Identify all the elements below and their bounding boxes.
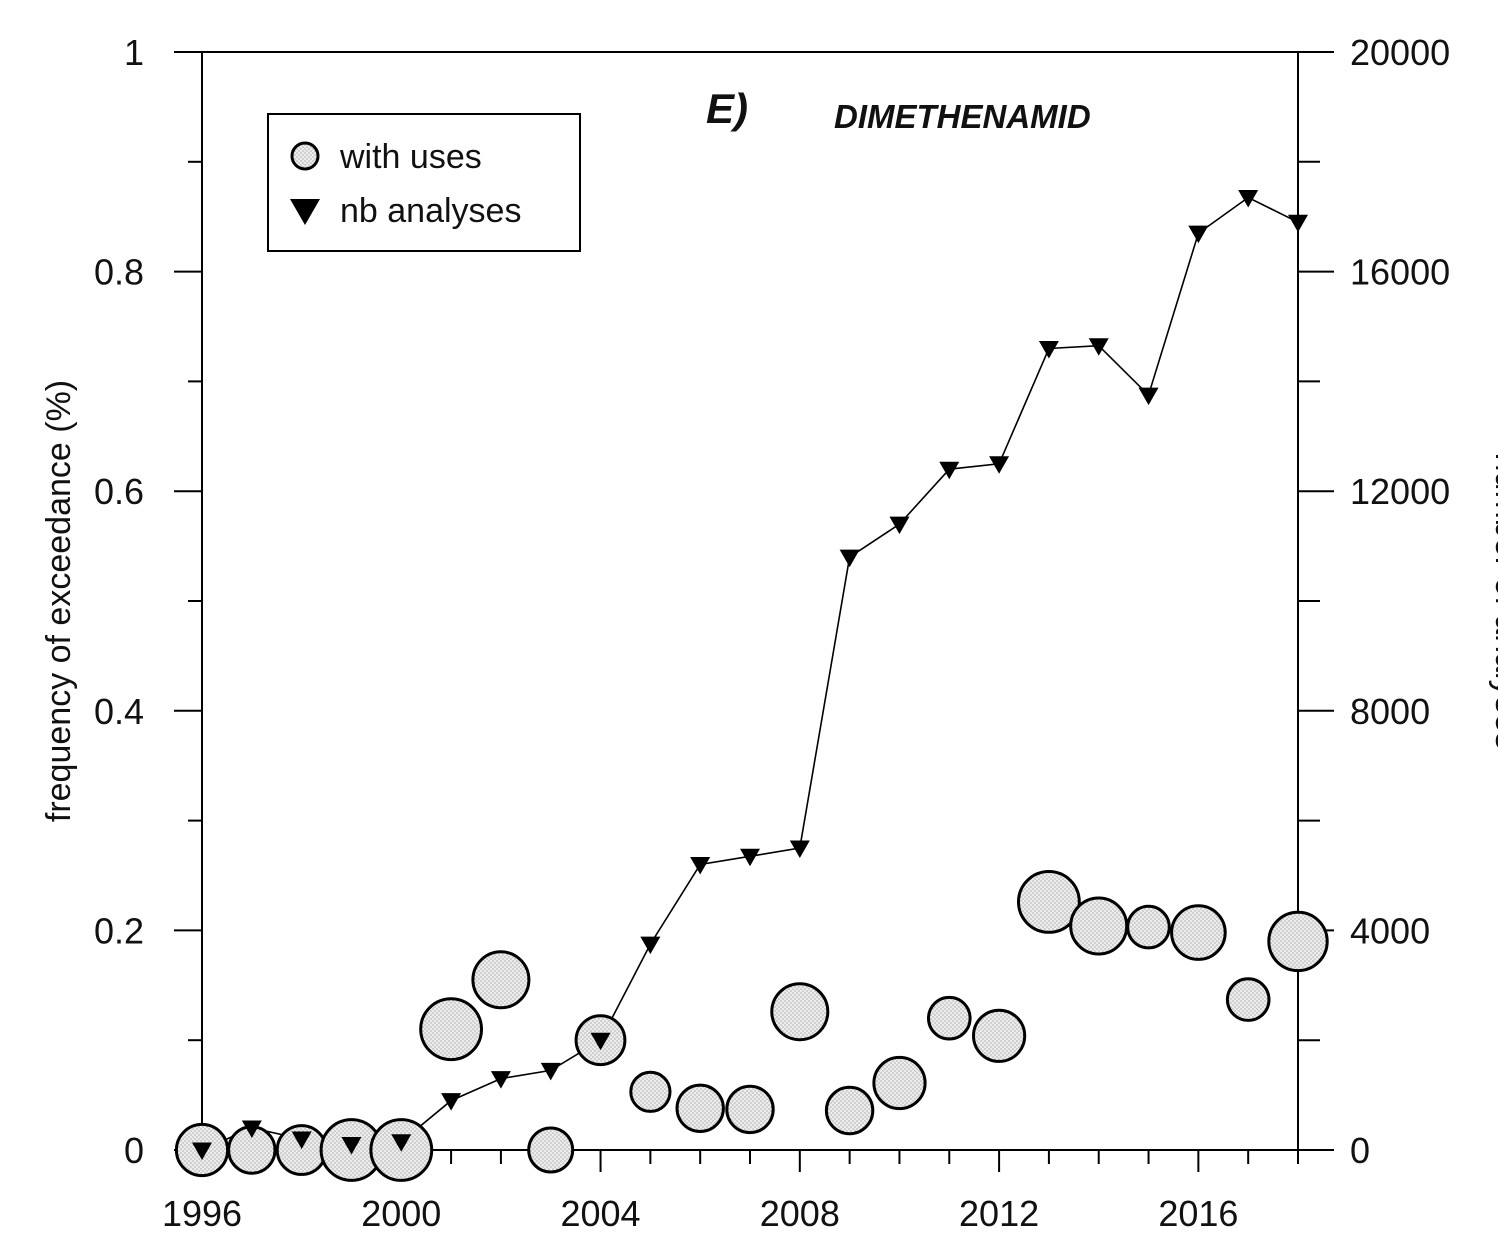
with-uses-bubble	[872, 1055, 927, 1111]
nb-analyses-point	[640, 936, 661, 955]
with-uses-bubble	[675, 1083, 725, 1134]
x-tick-label: 2016	[1158, 1193, 1238, 1234]
y2-tick-label: 20000	[1350, 32, 1450, 73]
tick-label-layer: 1996 2000 2004 2008 2012 2016 0 0.2 0.4 0.6 0.8 1 0 4…	[94, 32, 1450, 1234]
panel-label: E)	[706, 85, 748, 132]
chart-title: DIMETHENAMID	[834, 98, 1091, 135]
y2-tick-label: 4000	[1350, 910, 1430, 951]
x-tick-label: 1996	[162, 1193, 242, 1234]
nb-analyses-point	[1188, 225, 1209, 244]
x-tick-label: 2004	[560, 1193, 640, 1234]
nb-analyses-point	[1038, 340, 1059, 359]
y-tick-label: 1	[124, 32, 144, 73]
nb-analyses-point	[1238, 189, 1259, 208]
y2-tick-label: 16000	[1350, 252, 1450, 293]
y2-tick-label: 0	[1350, 1130, 1370, 1171]
y-tick-label: 0.6	[94, 471, 144, 512]
nb-analyses-point	[341, 1137, 362, 1155]
y2-tick-label: 8000	[1350, 691, 1430, 732]
nb-analyses-point	[789, 840, 810, 859]
nb-analyses-point	[192, 1142, 212, 1160]
with-uses-bubble	[1017, 870, 1081, 934]
with-uses-bubble	[1225, 977, 1271, 1022]
y-tick-label: 0.8	[94, 252, 144, 293]
nb-analyses-point	[690, 857, 711, 875]
legend-box	[267, 113, 581, 252]
with-uses-bubble	[927, 995, 972, 1041]
with-uses-bubble	[527, 1126, 575, 1174]
nb-analyses-point	[241, 1120, 262, 1139]
nb-analyses-point	[441, 1093, 462, 1111]
legend-nb-analyses-label: nb analyses	[340, 192, 521, 230]
nb-analyses-line-layer	[201, 196, 1299, 1151]
with-uses-bubble-layer	[174, 870, 1329, 1182]
nb-analyses-point	[740, 848, 760, 867]
with-uses-bubble	[1069, 896, 1129, 956]
y-axis-label: frequency of exceedance (%)	[40, 380, 78, 822]
x-tick-label: 2008	[760, 1193, 840, 1234]
y-tick-label: 0.4	[94, 691, 144, 732]
nb-analyses-point	[889, 516, 910, 535]
legend: with uses nb analyses	[267, 113, 581, 252]
nb-analyses-marker-layer	[192, 189, 1308, 1160]
with-uses-bubble	[629, 1070, 672, 1113]
nb-analyses-point	[291, 1131, 312, 1150]
with-uses-bubble	[419, 997, 484, 1062]
nb-analyses-point	[989, 456, 1010, 474]
with-uses-bubble	[770, 982, 830, 1042]
with-uses-bubble	[471, 950, 531, 1010]
nb-analyses-point	[1088, 338, 1109, 356]
with-uses-bubble	[1126, 904, 1171, 950]
nb-analyses-point	[590, 1032, 611, 1051]
with-uses-bubble	[1267, 910, 1329, 973]
nb-analyses-point	[1288, 214, 1308, 233]
nb-analyses-point	[939, 461, 960, 480]
y-tick-label: 0.2	[94, 910, 144, 951]
y2-tick-label: 12000	[1350, 471, 1450, 512]
nb-analyses-point	[391, 1134, 412, 1152]
with-uses-bubble	[972, 1008, 1027, 1063]
nb-analyses-line	[201, 196, 1299, 1151]
with-uses-bubble	[1170, 904, 1227, 961]
nb-analyses-point	[490, 1071, 511, 1089]
x-tick-label: 2012	[959, 1193, 1039, 1234]
nb-analyses-point	[1138, 387, 1159, 406]
nb-analyses-point	[540, 1062, 561, 1081]
with-uses-bubble	[824, 1085, 875, 1136]
y2-axis-label: number of analyses	[1488, 453, 1498, 750]
nb-analyses-point	[839, 549, 860, 568]
legend-with-uses-label: with uses	[339, 138, 482, 176]
x-tick-label: 2000	[361, 1193, 441, 1234]
y-tick-label: 0	[124, 1130, 144, 1171]
legend-nb-analyses-marker	[290, 199, 320, 225]
with-uses-bubble	[725, 1084, 775, 1135]
legend-with-uses-marker	[290, 141, 320, 171]
